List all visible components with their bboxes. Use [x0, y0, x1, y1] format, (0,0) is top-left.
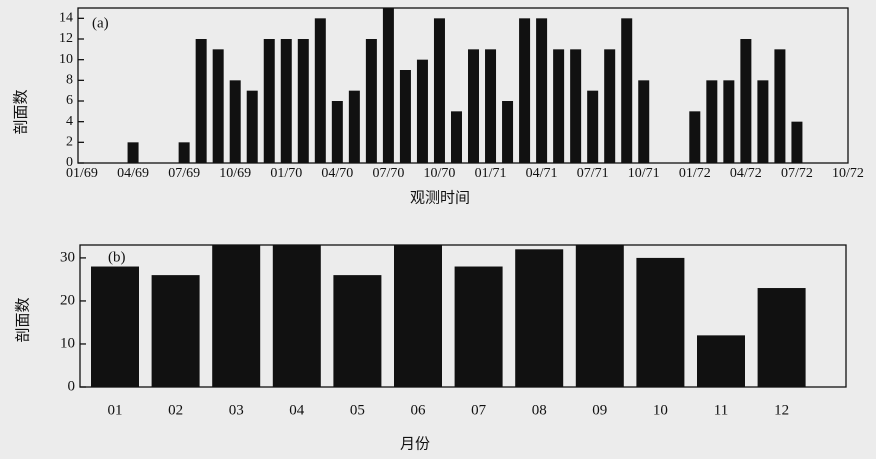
x-tick-label: 10/69	[219, 166, 251, 181]
bar	[151, 275, 200, 387]
annotation: (a)	[92, 15, 109, 31]
y-tick-label: 0	[68, 378, 76, 394]
x-tick-label: 04/72	[730, 166, 762, 181]
bar	[127, 142, 139, 163]
bar	[450, 111, 462, 163]
y-tick-label: 10	[59, 52, 73, 67]
y-tick-label: 12	[59, 31, 73, 46]
bar	[272, 245, 321, 387]
x-tick-label: 07/70	[372, 166, 404, 181]
bar	[706, 80, 718, 163]
bar	[399, 70, 411, 163]
bar	[519, 18, 531, 164]
y-tick-label: 8	[66, 73, 73, 88]
bar	[621, 18, 633, 164]
x-tick-label: 10/70	[424, 166, 456, 181]
x-tick-label: 07/69	[168, 166, 200, 181]
bar	[774, 49, 786, 164]
y-tick-label: 0	[66, 155, 73, 170]
x-axis-title: 观测时间	[410, 189, 470, 206]
bar	[382, 8, 394, 163]
bar	[515, 249, 564, 387]
bar	[575, 245, 624, 387]
x-axis-title: 月份	[400, 435, 430, 452]
bar	[433, 18, 445, 164]
bar	[587, 90, 599, 163]
bar	[638, 80, 650, 163]
bar	[604, 49, 616, 164]
frame-a	[77, 7, 849, 164]
bar	[178, 142, 190, 163]
x-tick-label: 01/71	[475, 166, 507, 181]
x-tick-label: 04/69	[117, 166, 149, 181]
y-tick-label: 6	[66, 93, 73, 108]
bar	[740, 39, 752, 163]
annotation: (b)	[108, 249, 126, 265]
bar	[553, 49, 565, 164]
bar	[331, 101, 343, 163]
x-tick-label: 10	[653, 402, 668, 418]
bar	[757, 80, 769, 163]
bar	[195, 39, 207, 163]
x-tick-label: 07/72	[781, 166, 813, 181]
y-axis-title: 剖面数	[12, 89, 29, 134]
bar	[246, 90, 258, 163]
x-tick-label: 01/69	[66, 166, 98, 181]
bar	[485, 49, 497, 164]
y-tick-label: 20	[60, 292, 75, 308]
bar	[394, 245, 442, 387]
bar	[689, 111, 701, 163]
bars-b	[91, 245, 806, 387]
x-tick-label: 07	[471, 402, 487, 418]
bar	[416, 59, 428, 163]
x-tick-label: 03	[229, 402, 244, 418]
x-tick-label: 05	[350, 402, 365, 418]
bar	[454, 266, 503, 387]
x-tick-label: 09	[592, 402, 607, 418]
bar	[314, 18, 326, 164]
x-tick-label: 04/71	[526, 166, 558, 181]
bar	[280, 39, 292, 163]
x-tick-label: 08	[532, 402, 547, 418]
x-tick-label: 10/71	[628, 166, 660, 181]
bar	[502, 101, 514, 163]
bar	[697, 335, 745, 387]
x-tick-label: 04/70	[321, 166, 353, 181]
bar	[536, 18, 548, 164]
x-tick-label: 10/72	[832, 166, 864, 181]
bar	[212, 245, 261, 387]
x-tick-label: 06	[411, 402, 427, 418]
y-axis-title: 剖面数	[14, 297, 31, 342]
bar	[297, 39, 309, 163]
x-tick-label: 02	[168, 402, 183, 418]
x-tick-label: 11	[714, 402, 728, 418]
bar	[757, 288, 806, 387]
y-tick-label: 14	[59, 11, 73, 26]
x-tick-label: 12	[774, 402, 789, 418]
bar	[636, 257, 685, 387]
bar	[212, 49, 224, 164]
x-tick-label: 01/70	[270, 166, 302, 181]
bar	[723, 80, 735, 163]
bar	[229, 80, 241, 163]
y-tick-label: 4	[66, 114, 73, 129]
y-tick-label: 10	[60, 335, 75, 351]
bar	[791, 121, 803, 163]
y-tick-label: 30	[60, 249, 75, 265]
bar	[91, 266, 139, 387]
x-tick-label: 07/71	[577, 166, 609, 181]
x-tick-label: 04	[289, 402, 305, 418]
bar	[333, 275, 382, 387]
bar	[263, 39, 275, 163]
bar	[570, 49, 582, 164]
y-tick-label: 2	[66, 135, 73, 150]
x-tick-label: 01/72	[679, 166, 711, 181]
bar	[468, 49, 480, 164]
x-tick-label: 01	[108, 402, 123, 418]
bar	[348, 90, 360, 163]
bar	[365, 39, 377, 163]
